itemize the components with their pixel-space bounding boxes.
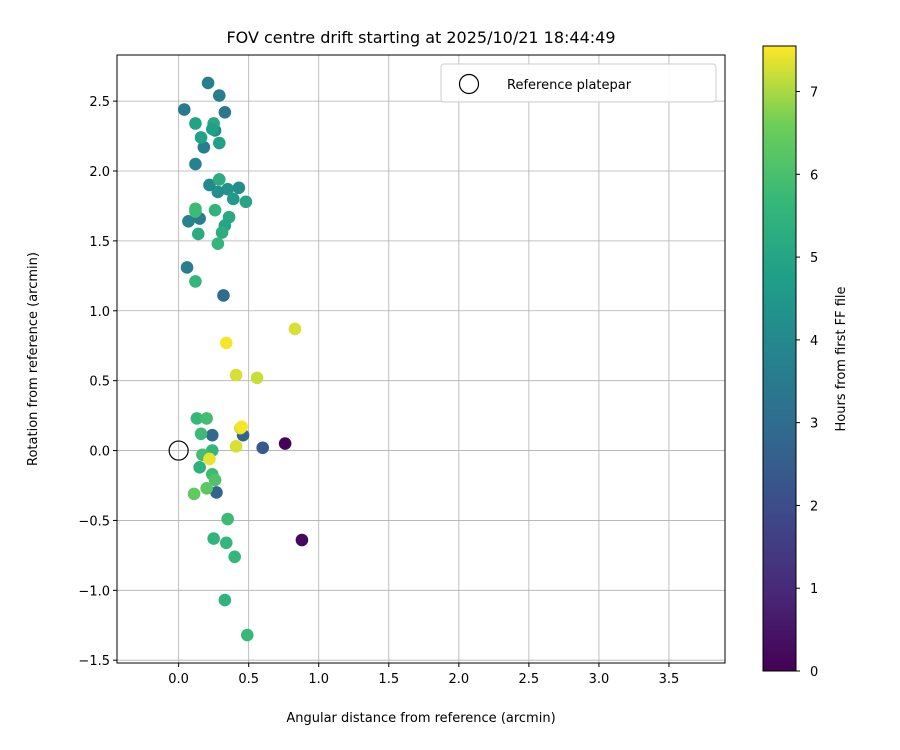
data-point: [189, 117, 202, 130]
data-point: [201, 76, 215, 90]
data-point: [218, 106, 232, 119]
data-point: [239, 195, 253, 209]
data-point: [288, 322, 302, 336]
x-tick-label: 2.0: [448, 672, 469, 687]
data-point: [226, 192, 240, 206]
x-tick-label: 1.5: [378, 672, 399, 687]
data-point: [207, 532, 220, 545]
colorbar-tick-label: 4: [810, 334, 818, 349]
y-tick-label: −0.5: [78, 514, 110, 529]
data-point: [278, 437, 292, 450]
data-point: [221, 512, 234, 526]
data-point: [212, 136, 226, 150]
data-point: [180, 261, 194, 274]
data-point: [219, 336, 233, 350]
data-point: [200, 412, 213, 425]
x-axis-label: Angular distance from reference (arcmin): [286, 711, 555, 726]
data-point: [210, 486, 223, 499]
colorbar-tick-label: 7: [810, 86, 818, 101]
data-point: [177, 103, 191, 116]
data-point: [190, 412, 204, 425]
data-point: [229, 440, 243, 453]
data-point: [200, 481, 213, 495]
data-point: [295, 533, 309, 547]
colorbar-label: Hours from first FF file: [834, 286, 849, 431]
legend-marker-icon: [458, 73, 480, 95]
data-point: [189, 157, 202, 171]
data-point: [205, 428, 219, 442]
data-point: [221, 182, 234, 196]
plot-frame: [116, 54, 726, 664]
colorbar-tick-label: 3: [810, 417, 818, 432]
data-points: [177, 76, 309, 642]
data-point: [232, 181, 246, 195]
colorbar-tick-label: 1: [810, 582, 818, 597]
colorbar: [762, 45, 797, 672]
data-point: [189, 275, 202, 288]
data-point: [217, 289, 230, 302]
data-point: [240, 628, 254, 642]
data-point: [194, 131, 208, 144]
data-point: [250, 371, 264, 385]
data-point: [189, 205, 202, 218]
data-point: [194, 427, 208, 441]
legend-box: Reference platepar: [440, 63, 717, 103]
data-point: [212, 173, 226, 186]
colorbar-tick-label: 0: [810, 665, 818, 680]
data-point: [229, 368, 243, 382]
data-point: [235, 420, 248, 434]
legend-entry-label: Reference platepar: [507, 78, 632, 93]
x-tick-label: 0.0: [168, 672, 189, 687]
data-point: [208, 473, 222, 487]
colorbar-tick-label: 5: [810, 251, 818, 266]
data-point: [193, 461, 206, 474]
data-point: [215, 226, 229, 239]
data-point: [212, 89, 226, 102]
data-point: [211, 185, 225, 199]
colorbar-tick-label: 6: [810, 168, 818, 183]
data-point: [191, 227, 205, 241]
x-tick-label: 1.0: [308, 672, 329, 687]
data-point: [203, 452, 216, 466]
colorbar-tick-label: 2: [810, 499, 818, 514]
y-tick-label: −1.0: [78, 584, 110, 599]
chart-title: FOV centre drift starting at 2025/10/21 …: [226, 28, 615, 47]
y-tick-label: 1.0: [89, 305, 110, 320]
y-tick-label: −1.5: [78, 654, 110, 669]
data-point: [228, 550, 241, 564]
x-tick-label: 3.5: [659, 672, 680, 687]
data-point: [182, 215, 195, 228]
reference-marker-layer: [168, 440, 189, 461]
x-tick-label: 2.5: [519, 672, 540, 687]
data-point: [211, 237, 225, 250]
data-point: [218, 593, 232, 607]
y-tick-label: 2.0: [89, 165, 110, 180]
data-point: [203, 178, 216, 192]
y-tick-label: 0.5: [89, 375, 110, 390]
y-tick-label: 1.5: [89, 235, 110, 250]
colorbar-ticks: 0 1 2 3 4 5 6 7: [796, 86, 818, 680]
data-point: [256, 441, 269, 455]
y-axis-label: Rotation from reference (arcmin): [26, 252, 41, 466]
data-point: [219, 536, 233, 550]
data-point: [208, 203, 222, 217]
y-axis-ticks: −1.5 −1.0 −0.5 0.0 0.5 1.0 1.5 2.0 2.5: [78, 95, 117, 669]
x-tick-label: 0.5: [238, 672, 259, 687]
data-point: [197, 140, 211, 154]
x-axis-ticks: 0.0 0.5 1.0 1.5 2.0 2.5 3.0 3.5: [168, 663, 679, 687]
x-tick-label: 3.0: [589, 672, 610, 687]
y-tick-label: 0.0: [89, 445, 110, 460]
y-tick-label: 2.5: [89, 95, 110, 110]
data-point: [187, 487, 201, 501]
data-point: [205, 122, 219, 136]
reference-platepar-marker: [168, 440, 189, 461]
